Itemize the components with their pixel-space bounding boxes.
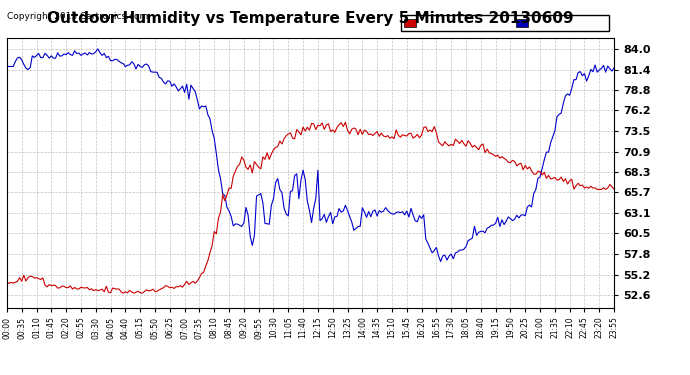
Legend: Temperature (°F), Humidity  (%): Temperature (°F), Humidity (%): [402, 15, 609, 31]
Text: Copyright 2013 Cartronics.com: Copyright 2013 Cartronics.com: [7, 12, 148, 21]
Text: Outdoor Humidity vs Temperature Every 5 Minutes 20130609: Outdoor Humidity vs Temperature Every 5 …: [47, 11, 574, 26]
